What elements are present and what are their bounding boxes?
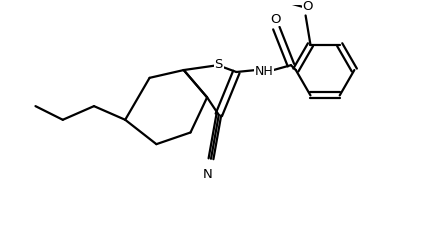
Text: S: S xyxy=(215,57,223,70)
Text: O: O xyxy=(302,0,313,13)
Text: NH: NH xyxy=(254,64,273,77)
Text: N: N xyxy=(203,167,213,180)
Text: O: O xyxy=(270,13,281,26)
